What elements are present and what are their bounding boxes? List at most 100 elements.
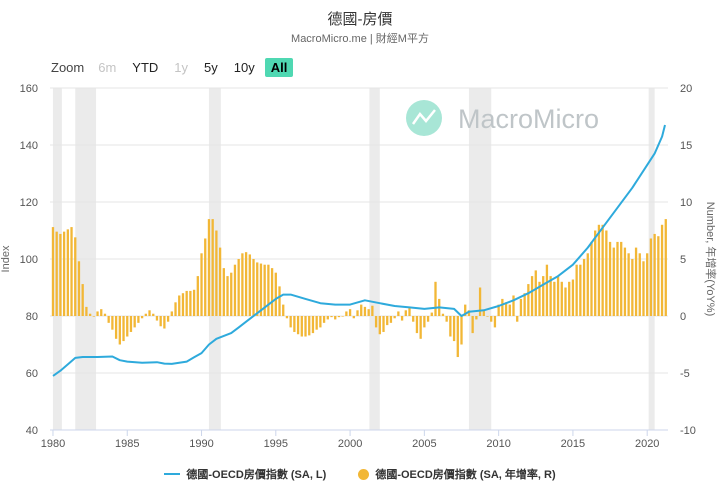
x-tick-label: 1980 [41,438,65,450]
yoy-bar [378,316,381,335]
yoy-bar [530,276,534,316]
yoy-bar [356,310,359,316]
legend: 德國-OECD房價指數 (SA, L) 德國-OECD房價指數 (SA, 年增率… [0,466,720,482]
yoy-bar [126,316,129,337]
yoy-bar [144,313,147,316]
yoy-bar [311,316,315,334]
yoy-bar [512,295,515,316]
yoy-bar [430,312,433,316]
yoy-bar [471,316,474,334]
y-right-tick-label: 0 [680,311,686,323]
yoy-bar [189,290,192,316]
yoy-bar [634,247,638,316]
zoom-button-6m[interactable]: 6m [98,59,117,75]
yoy-bar [493,316,497,328]
yoy-bar [155,316,159,321]
yoy-bar [207,219,211,316]
yoy-bar [478,287,482,316]
yoy-bar [564,287,567,316]
yoy-bar [122,316,125,342]
y-left-tick-label: 160 [20,83,38,95]
yoy-bar [341,316,344,317]
x-tick-label: 2015 [561,438,585,450]
yoy-bar [319,316,322,328]
y-left-tick-label: 60 [26,368,38,380]
zoom-button-10y[interactable]: 10y [233,59,255,75]
yoy-bar [523,293,526,316]
yoy-bar [542,276,545,316]
axes: 40 60 80 100 120 140 160 -10 -5 0 5 10 15 20 1980 1985 1… [20,83,696,450]
legend-item-bars[interactable]: 德國-OECD房價指數 (SA, 年增率, R) [358,466,556,482]
yoy-bar [337,316,341,318]
yoy-bar [367,309,370,316]
yoy-bar [181,293,185,316]
yoy-bar [259,263,263,316]
yoy-bar [516,316,519,322]
yoy-bar [467,310,471,316]
yoy-bar [408,306,411,316]
legend-bar-marker [358,468,370,480]
yoy-bar [623,247,627,316]
yoy-bar [363,306,367,316]
yoy-bar [192,289,196,316]
yoy-bar [137,316,140,323]
y-axis-right-title: Number, 年增率(YoY%) [704,202,718,317]
yoy-bar [497,304,500,316]
yoy-bar [649,238,653,316]
yoy-bar [501,298,504,316]
yoy-bar [608,241,612,316]
yoy-bar [308,316,311,336]
yoy-bar [612,247,615,316]
x-tick-label: 2000 [338,438,362,450]
yoy-bar [74,237,77,316]
y-left-tick-label: 120 [20,197,38,209]
yoy-bar [601,224,604,316]
zoom-button-1y[interactable]: 1y [174,59,189,75]
yoy-bar [445,316,448,322]
yoy-bar [218,247,222,316]
zoom-button-all[interactable]: All [264,57,294,77]
x-tick-label: 2020 [635,438,659,450]
yoy-bar [166,316,170,322]
yoy-bar [545,264,549,316]
yoy-bar [534,270,537,316]
yoy-bar [133,316,136,328]
yoy-bar [100,309,103,316]
yoy-bar [464,304,467,316]
yoy-bar [55,231,58,316]
yoy-bar [196,276,199,316]
yoy-bar [400,316,404,321]
legend-item-line[interactable]: 德國-OECD房價指數 (SA, L) [164,466,326,482]
yoy-bar [393,316,396,319]
zoom-button-5y[interactable]: 5y [204,59,218,75]
x-tick-label: 2010 [486,438,510,450]
yoy-bar [657,236,660,316]
zoom-label: Zoom [51,59,85,75]
yoy-bar [423,316,426,328]
yoy-bar [92,316,95,317]
yoy-bar [519,298,523,316]
yoy-bar [267,264,270,316]
yoy-bar [415,316,419,334]
yoy-bar [582,259,586,316]
y-right-tick-label: 20 [680,83,692,95]
zoom-button-ytd[interactable]: YTD [132,59,159,75]
y-right-tick-label: -10 [680,425,696,437]
chart-subtitle: MacroMicro.me | 財經M平方 [291,33,429,45]
yoy-bar [352,316,355,319]
yoy-bar [59,233,62,316]
yoy-bar [460,316,463,345]
yoy-bar [62,231,66,316]
yoy-bar [653,233,656,316]
yoy-bar [386,316,389,326]
yoy-bar [185,290,188,316]
yoy-bar [627,253,630,316]
yoy-bar [174,302,177,316]
yoy-bar [114,316,118,339]
yoy-bar [81,284,84,316]
yoy-bar [452,316,456,342]
yoy-bar [646,253,649,316]
yoy-bar [412,316,415,322]
yoy-bar [631,259,634,316]
x-tick-label: 1985 [115,438,139,450]
